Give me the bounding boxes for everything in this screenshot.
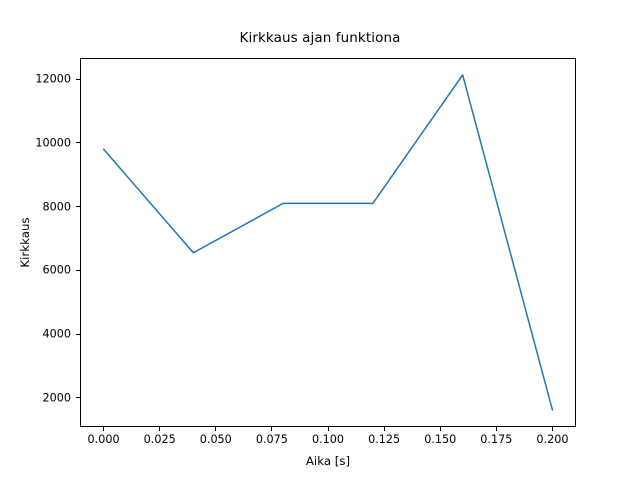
- x-axis-label: Aika [s]: [305, 454, 351, 468]
- x-tick-label: 0.175: [480, 433, 513, 446]
- x-tick-mark: [439, 427, 441, 431]
- chart-title: Kirkkaus ajan funktiona: [239, 30, 401, 46]
- y-tick-mark: [76, 206, 80, 208]
- plot-axes-area: [80, 58, 576, 427]
- y-tick-mark: [76, 397, 80, 399]
- x-tick-mark: [383, 427, 385, 431]
- y-tick-label: 8000: [42, 200, 71, 214]
- y-tick-mark: [76, 333, 80, 335]
- y-tick-label: 4000: [42, 327, 71, 341]
- x-tick-label: 0.100: [311, 433, 345, 446]
- y-axis-label: Kirkkaus: [18, 217, 32, 268]
- y-tick-label: 2000: [42, 391, 71, 405]
- x-tick-label: 0.150: [424, 433, 457, 446]
- x-tick-mark: [215, 427, 217, 431]
- x-tick-mark: [551, 427, 553, 431]
- x-tick-label: 0.000: [87, 433, 120, 446]
- x-tick-mark: [327, 427, 329, 431]
- x-tick-mark: [103, 427, 105, 431]
- axes-frame: [80, 58, 576, 427]
- x-tick-mark: [271, 427, 273, 431]
- x-tick-label: 0.125: [368, 433, 401, 446]
- y-tick-mark: [76, 269, 80, 271]
- y-tick-label: 10000: [35, 136, 71, 150]
- series-line-kirkkaus: [102, 74, 554, 411]
- y-tick-label: 6000: [42, 263, 71, 277]
- x-tick-label: 0.025: [143, 433, 176, 446]
- line-series-plot: [102, 74, 554, 411]
- x-tick-mark: [159, 427, 161, 431]
- y-tick-mark: [76, 78, 80, 80]
- x-tick-label: 0.075: [255, 433, 288, 446]
- x-tick-label: 0.200: [536, 433, 569, 446]
- y-tick-mark: [76, 142, 80, 144]
- y-tick-label: 12000: [35, 72, 71, 86]
- x-tick-mark: [495, 427, 497, 431]
- x-tick-label: 0.050: [199, 433, 232, 446]
